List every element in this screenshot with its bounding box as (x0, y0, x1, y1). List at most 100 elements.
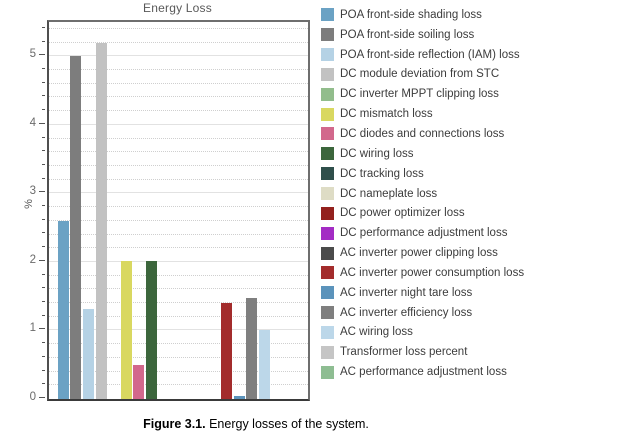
legend-label: POA front-side soiling loss (340, 28, 475, 41)
y-major-tick (39, 328, 45, 330)
y-tick-label: 3 (29, 185, 36, 198)
legend-label: DC mismatch loss (340, 108, 433, 121)
y-minor-tick (42, 205, 45, 207)
minor-gridline (49, 219, 308, 221)
y-minor-tick (42, 81, 45, 83)
legend-label: DC power optimizer loss (340, 207, 465, 220)
legend-label: AC performance adjustment loss (340, 366, 507, 379)
chart-title: Energy Loss (143, 1, 212, 15)
y-minor-tick (42, 246, 45, 248)
legend-label: POA front-side shading loss (340, 8, 482, 21)
minor-gridline (49, 343, 308, 345)
bar (120, 260, 132, 399)
bar-slot (107, 22, 120, 399)
bar-slot (246, 22, 259, 399)
minor-gridline (49, 82, 308, 84)
legend-swatch (321, 187, 334, 201)
legend-label: AC inverter power clipping loss (340, 247, 498, 260)
legend-label: AC inverter night tare loss (340, 286, 473, 299)
minor-gridline (49, 164, 308, 166)
legend-swatch (321, 127, 334, 141)
bar-slot (145, 22, 158, 399)
legend-swatch (321, 365, 334, 379)
legend-label: DC module deviation from STC (340, 68, 500, 81)
legend-swatch (321, 28, 334, 42)
y-minor-tick (42, 301, 45, 303)
minor-gridline (49, 356, 308, 358)
y-tick-label: 0 (29, 391, 36, 403)
legend-label: DC nameplate loss (340, 187, 438, 200)
legend-item: DC module deviation from STC (321, 65, 524, 85)
caption-label: Figure 3.1. (143, 417, 206, 431)
minor-gridline (49, 247, 308, 249)
y-minor-tick (42, 383, 45, 385)
legend-item: AC inverter efficiency loss (321, 303, 524, 323)
y-minor-tick (42, 67, 45, 69)
bar-slot (221, 22, 234, 399)
y-minor-tick (42, 40, 45, 42)
bar-slot (95, 22, 108, 399)
bar-slot (283, 22, 296, 399)
minor-gridline (49, 288, 308, 290)
minor-gridline (49, 151, 308, 153)
legend-label: DC tracking loss (340, 167, 424, 180)
plot-area (47, 20, 310, 401)
y-major-tick (39, 259, 45, 261)
legend: POA front-side shading loss POA front-sid… (321, 5, 524, 382)
legend-swatch (321, 286, 334, 300)
bar (221, 303, 233, 399)
minor-gridline (49, 96, 308, 98)
bar (95, 43, 107, 399)
legend-item: DC performance adjustment loss (321, 223, 524, 243)
minor-gridline (49, 110, 308, 112)
legend-item: DC mismatch loss (321, 104, 524, 124)
bar (82, 309, 94, 399)
y-minor-tick (42, 163, 45, 165)
y-minor-tick (42, 273, 45, 275)
legend-swatch (321, 246, 334, 260)
legend-swatch (321, 107, 334, 121)
y-minor-tick (42, 314, 45, 316)
minor-gridline (49, 274, 308, 276)
legend-item: DC nameplate loss (321, 184, 524, 204)
y-minor-tick (42, 355, 45, 357)
minor-gridline (49, 41, 308, 43)
bar-slot (271, 22, 284, 399)
y-minor-tick (42, 109, 45, 111)
y-minor-tick (42, 150, 45, 152)
legend-item: DC diodes and connections loss (321, 124, 524, 144)
bar-slot (70, 22, 83, 399)
legend-swatch (321, 266, 334, 280)
legend-item: DC wiring loss (321, 144, 524, 164)
legend-swatch (321, 8, 334, 22)
bar-slot (195, 22, 208, 399)
legend-label: DC wiring loss (340, 147, 414, 160)
bar (133, 364, 145, 399)
legend-swatch (321, 345, 334, 359)
y-minor-tick (42, 136, 45, 138)
legend-label: DC performance adjustment loss (340, 227, 508, 240)
legend-label: AC inverter power consumption loss (340, 266, 525, 279)
y-major-tick (39, 191, 45, 193)
major-gridline (49, 260, 308, 262)
legend-swatch (321, 226, 334, 240)
minor-gridline (49, 68, 308, 70)
bar-slot (158, 22, 171, 399)
minor-gridline (49, 27, 308, 29)
y-tick-label: 5 (29, 48, 36, 61)
y-minor-tick (42, 369, 45, 371)
bar (70, 56, 82, 399)
y-major-tick (39, 122, 45, 124)
y-minor-tick (42, 218, 45, 220)
legend-item: POA front-side soiling loss (321, 25, 524, 45)
major-gridline (49, 329, 308, 331)
legend-label: DC diodes and connections loss (340, 127, 505, 140)
bar (145, 260, 157, 399)
legend-swatch (321, 325, 334, 339)
major-gridline (49, 55, 308, 57)
minor-gridline (49, 206, 308, 208)
legend-item: DC tracking loss (321, 164, 524, 184)
legend-label: Transformer loss percent (340, 346, 468, 359)
legend-swatch (321, 67, 334, 81)
